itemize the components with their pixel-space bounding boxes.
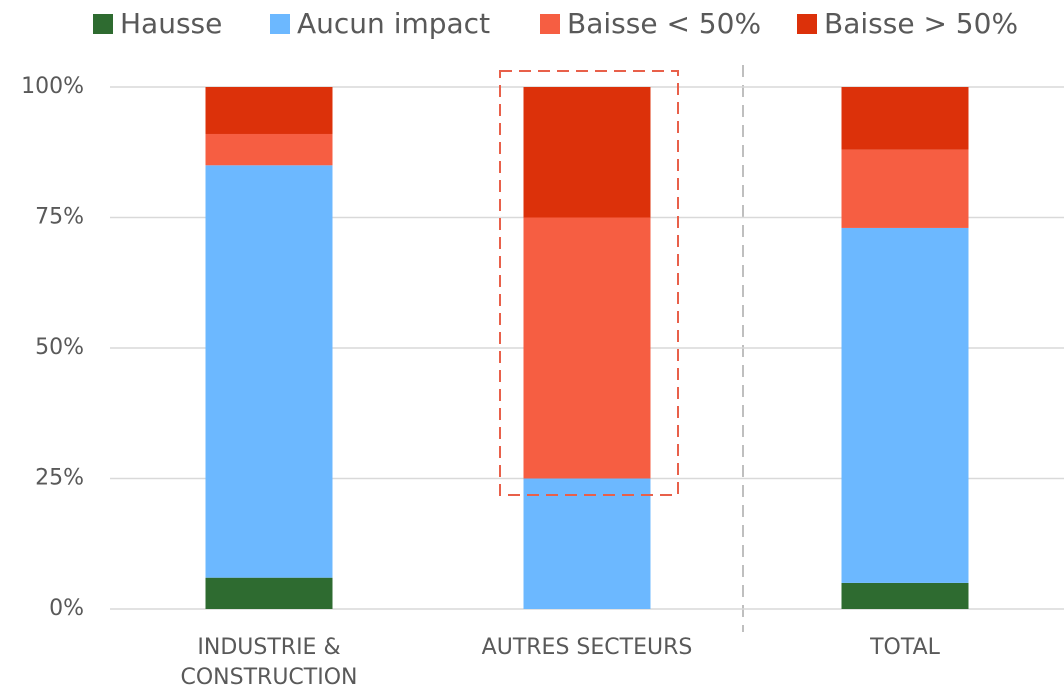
bar-segment: [205, 87, 333, 134]
bar-segment: [205, 165, 333, 578]
bar-segment: [841, 87, 969, 150]
x-tick-label: TOTAL: [870, 635, 940, 660]
legend-label: Baisse < 50%: [567, 7, 761, 40]
bar-segment: [841, 227, 969, 583]
bar-segment: [523, 478, 651, 609]
legend-label: Aucun impact: [297, 7, 490, 40]
y-tick-label: 0%: [49, 596, 84, 621]
legend-swatch: [797, 14, 817, 34]
bar-segment: [523, 217, 651, 479]
bar-segment: [841, 149, 969, 228]
bar-segment: [205, 133, 333, 166]
legend-label: Baisse > 50%: [824, 7, 1018, 40]
highlight-box: [499, 70, 679, 496]
bar-segment: [523, 87, 651, 218]
legend-swatch: [540, 14, 560, 34]
bar-segment: [205, 577, 333, 609]
legend-swatch: [93, 14, 113, 34]
bar-segment: [841, 582, 969, 609]
legend-swatch: [270, 14, 290, 34]
y-tick-label: 100%: [21, 74, 84, 99]
x-tick-label: INDUSTRIE & CONSTRUCTION: [180, 635, 358, 690]
legend-label: Hausse: [120, 7, 222, 40]
y-tick-label: 75%: [35, 205, 84, 230]
x-tick-label: AUTRES SECTEURS: [481, 635, 693, 660]
y-tick-label: 50%: [35, 335, 84, 360]
y-tick-label: 25%: [35, 466, 84, 491]
